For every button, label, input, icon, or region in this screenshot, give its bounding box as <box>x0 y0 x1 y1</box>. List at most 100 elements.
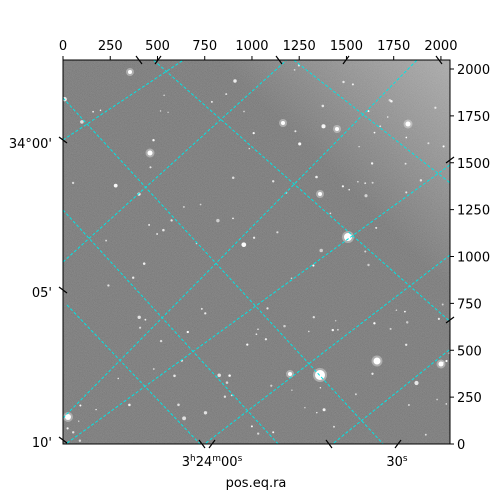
star <box>329 212 332 215</box>
star <box>373 131 376 134</box>
star <box>405 343 408 346</box>
star <box>315 175 318 179</box>
star <box>337 328 339 331</box>
bright-star <box>65 414 71 420</box>
star <box>257 432 260 435</box>
top-tick-label: 1000 <box>235 39 268 54</box>
star <box>232 217 234 220</box>
star <box>304 406 306 409</box>
star <box>389 327 392 330</box>
star <box>283 324 286 328</box>
bright-star <box>335 127 339 131</box>
top-tick-label: 1750 <box>377 39 410 54</box>
star <box>367 110 370 113</box>
star <box>210 100 213 103</box>
star <box>316 411 318 414</box>
star <box>270 384 273 387</box>
star <box>257 328 259 331</box>
bright-star <box>128 70 132 74</box>
star <box>293 69 296 71</box>
star <box>156 233 158 235</box>
star <box>321 124 326 129</box>
star <box>230 394 233 397</box>
bright-star <box>288 372 292 376</box>
world-tick-mark <box>275 55 283 65</box>
star <box>152 368 155 370</box>
star <box>137 192 141 196</box>
bright-star <box>373 357 381 365</box>
star <box>144 318 147 321</box>
star <box>250 425 253 428</box>
ra-tick-label: 30s <box>386 454 408 470</box>
star <box>354 393 357 396</box>
star <box>290 277 293 280</box>
star <box>424 433 427 436</box>
star <box>370 162 374 165</box>
star <box>113 183 118 188</box>
right-tick-label: 1750 <box>457 110 490 125</box>
star <box>341 185 345 188</box>
star <box>79 404 82 407</box>
star <box>107 284 110 287</box>
world-tick-mark <box>445 316 455 324</box>
star <box>441 303 444 306</box>
bright-star <box>344 233 352 241</box>
star <box>63 97 67 102</box>
star <box>117 377 119 380</box>
star <box>371 372 374 375</box>
top-tick-label: 2000 <box>424 39 457 54</box>
star <box>404 310 406 313</box>
world-tick-mark <box>435 55 443 65</box>
star <box>264 338 268 341</box>
right-tick-label: 1250 <box>457 204 490 219</box>
star <box>241 242 247 248</box>
top-tick-label: 750 <box>192 39 217 54</box>
star <box>445 359 448 363</box>
star <box>445 403 448 405</box>
grid-line <box>63 97 384 444</box>
star <box>407 403 410 407</box>
top-tick-label: 0 <box>59 39 67 54</box>
grid-line <box>203 254 450 444</box>
star <box>331 328 334 332</box>
star <box>321 104 325 108</box>
star <box>199 203 202 206</box>
grid-line <box>64 164 450 444</box>
star <box>272 431 275 434</box>
star <box>203 411 208 415</box>
right-tick-label: 2000 <box>457 63 490 78</box>
top-tick-label: 250 <box>98 39 123 54</box>
star <box>348 188 351 191</box>
star <box>294 130 297 133</box>
star <box>427 142 430 145</box>
star <box>319 248 323 253</box>
star <box>66 427 69 430</box>
star <box>298 142 302 146</box>
star <box>243 110 245 113</box>
right-tick-label: 1500 <box>457 157 490 172</box>
ra-tick-label: 3h24m00s <box>182 454 243 470</box>
world-tick-mark <box>325 439 333 449</box>
star <box>252 132 255 135</box>
grid-line <box>331 348 450 444</box>
right-tick-label: 750 <box>457 297 482 312</box>
world-tick-mark <box>198 439 206 449</box>
star <box>246 343 249 346</box>
star <box>322 408 326 412</box>
star <box>358 145 360 148</box>
star <box>319 387 322 389</box>
star <box>252 236 256 239</box>
star <box>182 416 187 421</box>
right-tick-label: 250 <box>457 391 482 406</box>
world-tick-mark <box>342 55 350 65</box>
top-tick-label: 500 <box>145 39 170 54</box>
star <box>364 194 368 198</box>
star <box>442 145 445 148</box>
star <box>204 312 207 315</box>
star <box>419 179 423 182</box>
star <box>182 205 185 208</box>
bright-star <box>438 361 444 367</box>
star <box>163 94 165 97</box>
star <box>139 326 142 329</box>
star <box>312 316 315 319</box>
